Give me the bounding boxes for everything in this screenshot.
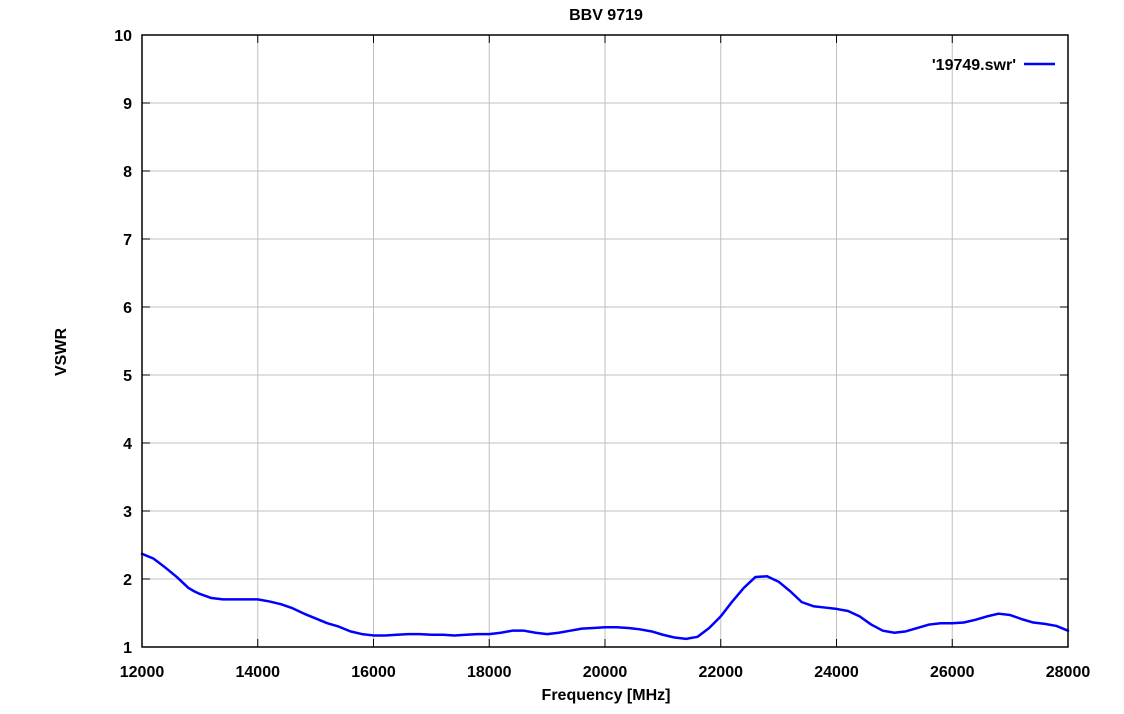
series-layer <box>140 552 1070 641</box>
legend: '19749.swr' <box>932 57 1055 74</box>
y-axis-title: VSWR <box>53 328 70 376</box>
y-tick-label: 7 <box>123 232 132 249</box>
x-tick-label: 26000 <box>930 664 975 681</box>
y-tick-label: 8 <box>123 164 132 181</box>
x-tick-label: 20000 <box>583 664 628 681</box>
x-tick-label: 16000 <box>351 664 396 681</box>
y-tick-label: 6 <box>123 300 132 317</box>
chart-title: BBV 9719 <box>569 7 643 24</box>
grid-lines <box>142 35 1068 647</box>
y-tick-label: 10 <box>114 28 132 45</box>
x-tick-label: 14000 <box>236 664 281 681</box>
x-tick-label: 22000 <box>699 664 744 681</box>
y-tick-label: 9 <box>123 96 132 113</box>
series-line <box>140 552 1070 641</box>
y-tick-label: 2 <box>123 572 132 589</box>
x-axis-title: Frequency [MHz] <box>542 687 671 704</box>
x-tick-label: 28000 <box>1046 664 1091 681</box>
legend-label: '19749.swr' <box>932 57 1016 74</box>
y-tick-label: 1 <box>123 640 132 657</box>
y-tick-label: 4 <box>123 436 132 453</box>
y-tick-label: 5 <box>123 368 132 385</box>
axis-ticks: 12000 14000 16000 18000 20000 22000 24000 26000… <box>114 28 1090 681</box>
x-tick-label: 18000 <box>467 664 512 681</box>
y-tick-label: 3 <box>123 504 132 521</box>
plot-frame <box>141 34 1069 648</box>
x-tick-label: 12000 <box>120 664 165 681</box>
x-tick-label: 24000 <box>814 664 859 681</box>
